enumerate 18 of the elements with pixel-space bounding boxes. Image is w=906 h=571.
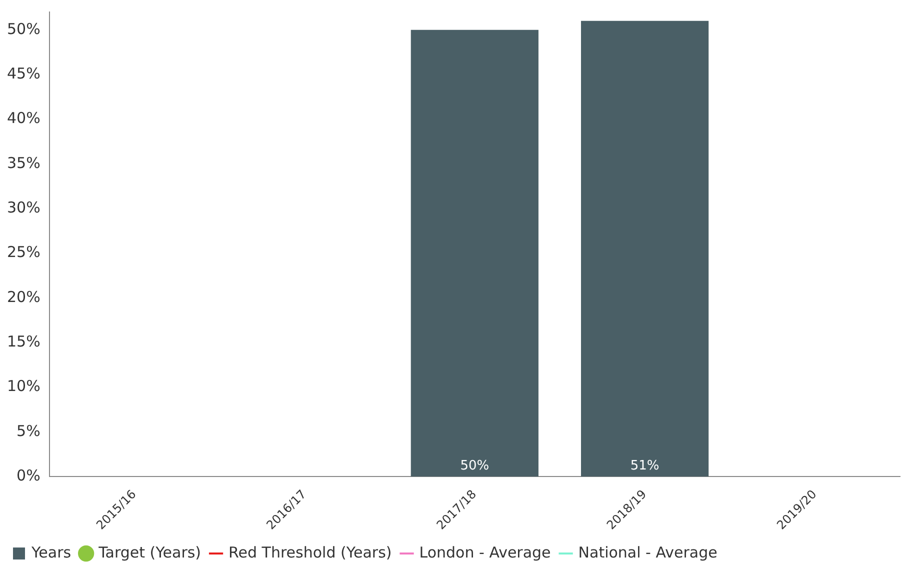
- y-tick-label: 30%: [6, 198, 40, 216]
- data-label: 51%: [630, 458, 660, 474]
- legend-label: Target (Years): [98, 543, 202, 562]
- y-tick-label: 15%: [6, 332, 40, 350]
- y-tick-label: 5%: [16, 422, 40, 440]
- legend-label: Years: [30, 543, 72, 562]
- legend-label: National - Average: [578, 543, 718, 562]
- y-tick-label: 10%: [6, 377, 40, 396]
- legend-label: Red Threshold (Years): [228, 543, 392, 562]
- y-tick-label: 25%: [6, 243, 40, 262]
- y-tick-label: 0%: [16, 466, 40, 484]
- y-tick-label: 40%: [6, 109, 40, 128]
- legend-label: London - Average: [419, 543, 551, 562]
- y-tick-label: 35%: [6, 154, 40, 172]
- y-tick-label: 50%: [6, 20, 40, 38]
- data-label: 50%: [460, 458, 490, 474]
- y-tick-label: 45%: [6, 64, 40, 82]
- y-tick-label: 20%: [6, 288, 40, 306]
